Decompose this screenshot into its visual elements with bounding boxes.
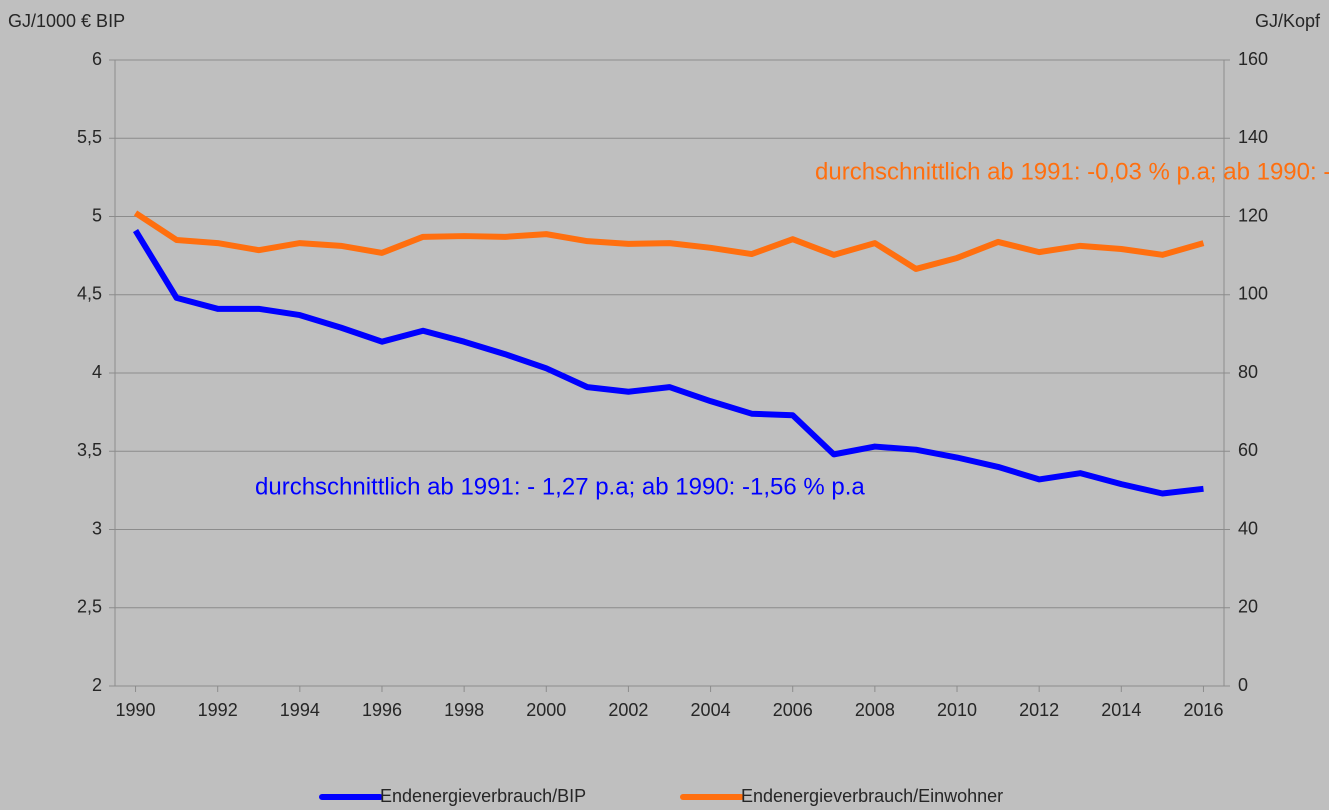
series-line (133, 210, 1205, 272)
y2-tick-label: 60 (1238, 440, 1258, 460)
series-line (132, 229, 1204, 497)
legend-label: Endenergieverbrauch/Einwohner (741, 786, 1003, 806)
x-tick-label: 2002 (608, 700, 648, 720)
y-tick-label: 3,5 (77, 440, 102, 460)
y2-tick-label: 140 (1238, 127, 1268, 147)
y2-axis-title: GJ/Kopf (1255, 11, 1321, 31)
x-tick-label: 2014 (1101, 700, 1141, 720)
x-tick-label: 2004 (691, 700, 731, 720)
y-tick-label: 4 (92, 362, 102, 382)
y-tick-label: 4,5 (77, 284, 102, 304)
y-tick-label: 3 (92, 518, 102, 538)
y2-tick-label: 0 (1238, 675, 1248, 695)
y2-tick-label: 160 (1238, 49, 1268, 69)
x-tick-label: 1996 (362, 700, 402, 720)
y-axis-title: GJ/1000 € BIP (8, 11, 125, 31)
y-tick-label: 5 (92, 205, 102, 225)
x-tick-label: 2008 (855, 700, 895, 720)
y2-tick-label: 20 (1238, 597, 1258, 617)
x-tick-label: 1992 (198, 700, 238, 720)
y2-tick-label: 100 (1238, 284, 1268, 304)
x-tick-label: 2000 (526, 700, 566, 720)
y-tick-label: 2,5 (77, 597, 102, 617)
x-tick-label: 2006 (773, 700, 813, 720)
x-tick-label: 2012 (1019, 700, 1059, 720)
x-tick-label: 1994 (280, 700, 320, 720)
y-tick-label: 5,5 (77, 127, 102, 147)
x-tick-label: 1998 (444, 700, 484, 720)
legend-label: Endenergieverbrauch/BIP (380, 786, 586, 806)
y2-tick-label: 80 (1238, 362, 1258, 382)
y-tick-label: 2 (92, 675, 102, 695)
x-tick-label: 2016 (1183, 700, 1223, 720)
y2-tick-label: 120 (1238, 205, 1268, 225)
x-tick-label: 1990 (116, 700, 156, 720)
annotation: durchschnittlich ab 1991: - 1,27 p.a; ab… (255, 473, 865, 500)
annotation: durchschnittlich ab 1991: -0,03 % p.a; a… (815, 158, 1329, 185)
y-tick-label: 6 (92, 49, 102, 69)
y2-tick-label: 40 (1238, 518, 1258, 538)
x-tick-label: 2010 (937, 700, 977, 720)
